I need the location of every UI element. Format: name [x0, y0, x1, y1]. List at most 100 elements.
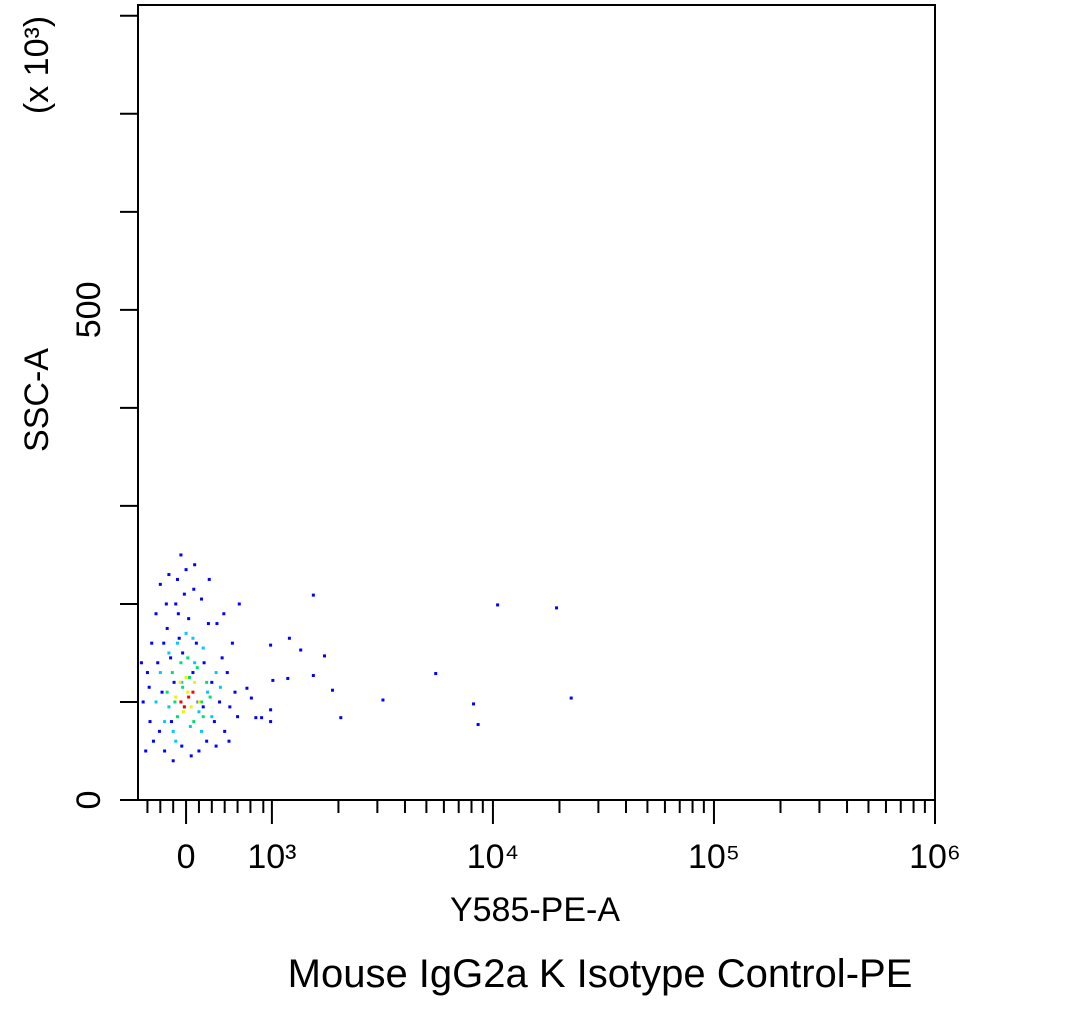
event-dot — [179, 700, 183, 704]
event-dot — [163, 749, 167, 753]
event-dot — [214, 744, 218, 748]
event-dot — [496, 603, 500, 607]
event-dot — [230, 641, 234, 645]
event-dot — [171, 759, 175, 763]
event-dot — [186, 656, 190, 660]
event-dot — [194, 641, 198, 645]
event-dot — [212, 720, 216, 724]
event-dot — [189, 754, 193, 758]
event-dot — [254, 716, 258, 720]
event-dot — [187, 675, 191, 679]
y-multiplier: (x 10³) — [18, 16, 56, 114]
event-dot — [157, 729, 161, 733]
event-dot — [228, 705, 232, 709]
event-dot — [339, 716, 343, 720]
event-dot — [191, 690, 195, 694]
event-dot — [207, 577, 211, 581]
event-dot — [218, 700, 222, 704]
event-dot — [186, 690, 190, 694]
event-dot — [139, 661, 143, 665]
event-dot — [154, 700, 158, 704]
event-dot — [434, 672, 438, 676]
event-dot — [171, 729, 175, 733]
event-dot — [158, 671, 162, 675]
event-dot — [169, 720, 173, 724]
event-dot — [260, 716, 264, 720]
event-dot — [323, 654, 327, 658]
event-dot — [174, 739, 178, 743]
event-dot — [181, 710, 185, 714]
event-dot — [193, 563, 197, 567]
event-dot — [197, 700, 201, 704]
event-dot — [200, 597, 204, 601]
event-dot — [148, 720, 152, 724]
event-dot — [311, 593, 315, 597]
event-dot — [162, 641, 166, 645]
event-dot — [167, 705, 171, 709]
event-dot — [192, 720, 196, 724]
event-dot — [206, 622, 210, 626]
event-dot — [299, 648, 303, 652]
event-dot — [181, 651, 185, 655]
event-dot — [163, 720, 167, 724]
event-dot — [184, 568, 188, 572]
event-dot — [555, 606, 559, 610]
event-dot — [210, 715, 214, 719]
event-dot — [187, 695, 191, 699]
event-dot — [179, 553, 183, 557]
event-dot — [227, 739, 231, 743]
event-dot — [197, 710, 201, 714]
event-dot — [169, 656, 173, 660]
event-dot — [189, 705, 193, 709]
event-dot — [205, 680, 209, 684]
x-tick-label: 10³ — [247, 838, 296, 876]
event-dot — [210, 680, 214, 684]
event-dot — [141, 700, 145, 704]
event-dot — [175, 577, 179, 581]
event-dot — [164, 602, 168, 606]
event-dot — [165, 626, 169, 630]
event-dot — [154, 612, 158, 616]
plot-frame — [137, 4, 936, 801]
event-dot — [165, 690, 169, 694]
event-dot — [174, 602, 178, 606]
event-dot — [269, 643, 273, 647]
event-dot — [150, 641, 154, 645]
event-dot — [200, 729, 204, 733]
event-dot — [201, 705, 205, 709]
event-dot — [220, 656, 224, 660]
event-dot — [195, 666, 199, 670]
event-dot — [206, 690, 210, 694]
x-tick-label: 10⁶ — [909, 838, 961, 876]
event-dot — [236, 715, 240, 719]
event-dot — [151, 739, 155, 743]
event-dot — [245, 686, 249, 690]
event-dot — [167, 573, 171, 577]
event-dot — [311, 674, 315, 678]
event-dot — [181, 685, 185, 689]
y-axis-label: SSC-A — [18, 348, 56, 452]
event-dot — [145, 671, 149, 675]
event-dot — [330, 688, 334, 692]
event-dot — [222, 612, 226, 616]
event-dot — [167, 651, 171, 655]
event-dot — [201, 646, 205, 650]
event-dot — [177, 636, 181, 640]
event-dot — [269, 720, 273, 724]
event-dot — [214, 671, 218, 675]
event-dot — [476, 723, 480, 727]
event-dot — [170, 671, 174, 675]
event-dot — [201, 715, 205, 719]
event-dot — [287, 636, 291, 640]
event-dot — [156, 661, 160, 665]
y-tick-label: 500 — [70, 281, 108, 338]
event-dot — [202, 661, 206, 665]
event-dot — [184, 675, 188, 679]
event-dot — [192, 587, 196, 591]
event-dot — [175, 715, 179, 719]
y-tick-label: 0 — [70, 791, 108, 810]
event-dot — [182, 705, 186, 709]
event-dot — [223, 729, 227, 733]
event-dot — [205, 739, 209, 743]
